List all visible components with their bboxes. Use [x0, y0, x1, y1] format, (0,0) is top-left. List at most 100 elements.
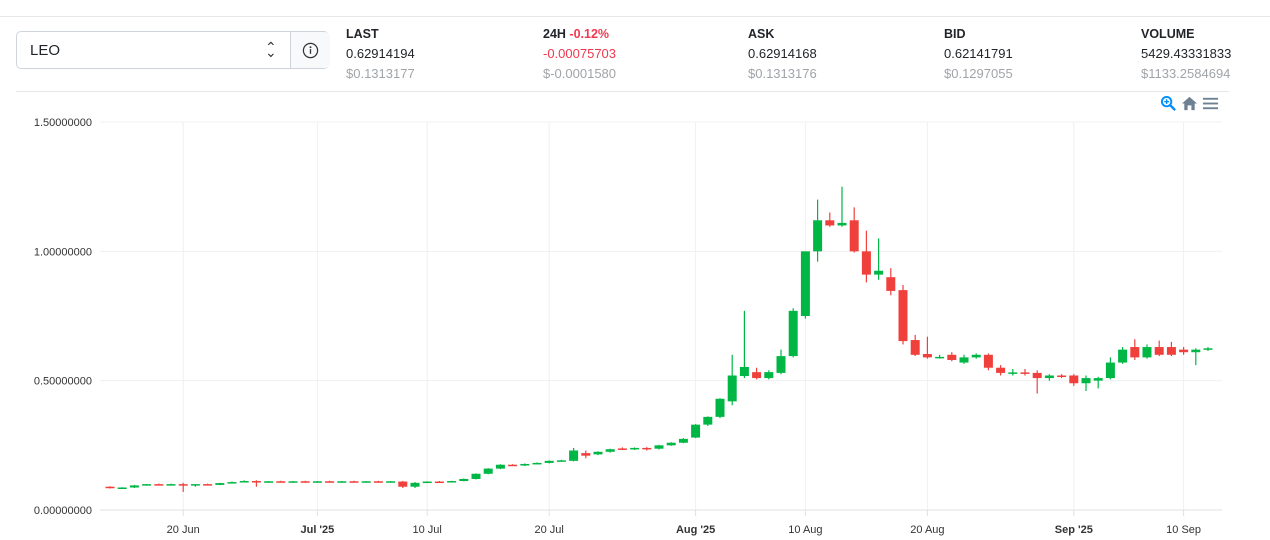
- candle-down: [910, 340, 920, 355]
- candle-up: [605, 449, 615, 452]
- x-tick-label: 20 Jun: [167, 524, 200, 536]
- stats-divider: [16, 91, 1229, 92]
- candle-up: [447, 481, 457, 483]
- candle-down: [581, 453, 591, 456]
- candle-up: [1008, 372, 1018, 374]
- candle-down: [349, 481, 359, 483]
- market-select-value: LEO: [30, 42, 61, 59]
- candle-down: [1020, 372, 1030, 374]
- candle-up: [532, 462, 542, 465]
- candle-down: [947, 354, 957, 360]
- stat-label: VOLUME: [1141, 27, 1195, 41]
- home-reset-icon[interactable]: [1181, 95, 1198, 112]
- y-tick-label: 0.00000000: [34, 505, 92, 517]
- candle-up: [142, 484, 152, 486]
- candle-down: [154, 484, 164, 486]
- stat-label: 24H: [543, 27, 566, 41]
- stat-label: LAST: [346, 27, 379, 41]
- x-tick-label: 20 Jul: [535, 524, 564, 536]
- candle-down: [849, 220, 859, 252]
- candle-down: [1154, 347, 1164, 355]
- candle-up: [800, 251, 810, 316]
- candle-up: [764, 372, 774, 379]
- stat-value: 0.62914194: [346, 46, 415, 61]
- candle-down: [825, 220, 835, 226]
- candle-down: [1166, 347, 1176, 355]
- candle-up: [715, 398, 725, 417]
- candle-down: [300, 481, 310, 483]
- candle-up: [691, 424, 701, 438]
- candle-up: [959, 357, 969, 363]
- candle-down: [922, 354, 932, 358]
- candle-down: [1032, 372, 1042, 379]
- candle-down: [373, 481, 383, 483]
- candle-up: [678, 438, 688, 443]
- candle-up: [227, 482, 237, 484]
- x-tick-label: 20 Aug: [910, 524, 944, 536]
- candle-up: [166, 484, 176, 486]
- candle-up: [459, 478, 469, 482]
- stat-value: 0.62914168: [748, 46, 817, 61]
- candle-up: [544, 460, 554, 463]
- candle-up: [483, 468, 493, 474]
- menu-icon[interactable]: [1202, 95, 1219, 112]
- candle-down: [508, 464, 518, 467]
- candle-down: [983, 354, 993, 368]
- info-button[interactable]: [290, 32, 330, 68]
- candle-up: [129, 485, 139, 488]
- candle-down: [752, 372, 762, 379]
- candle-up: [117, 487, 127, 489]
- candle-down: [1069, 375, 1079, 384]
- stat-change-pct: -0.12%: [569, 27, 610, 41]
- stat-24h: 24H -0.12% -0.00075703 $-0.0001580: [543, 24, 616, 84]
- candle-up: [630, 447, 640, 450]
- market-select[interactable]: LEO ⌃ ⌄: [16, 31, 330, 69]
- candle-up: [556, 460, 566, 462]
- candle-up: [788, 310, 798, 357]
- candle-up: [593, 451, 603, 455]
- candle-up: [813, 220, 823, 252]
- candle-up: [666, 442, 676, 446]
- candle-down: [642, 447, 652, 450]
- y-tick-label: 0.50000000: [34, 376, 92, 388]
- candle-up: [386, 481, 396, 483]
- candle-down: [251, 481, 261, 483]
- candle-down: [617, 448, 627, 450]
- stat-usd: $0.1313176: [748, 66, 817, 81]
- candle-up: [1081, 378, 1091, 384]
- candle-down: [1130, 347, 1140, 358]
- candle-down: [203, 484, 213, 486]
- candle-down: [105, 486, 115, 489]
- stat-value: 0.62141791: [944, 46, 1013, 61]
- candle-down: [398, 481, 408, 487]
- stat-value: 5429.43331833: [1141, 46, 1232, 61]
- chevron-updown-icon: ⌃ ⌄: [265, 39, 277, 60]
- candle-up: [337, 481, 347, 483]
- stat-value: -0.00075703: [543, 46, 617, 61]
- candle-down: [276, 481, 286, 483]
- candle-up: [971, 354, 981, 358]
- candle-up: [654, 445, 664, 449]
- zoom-in-icon[interactable]: [1160, 95, 1177, 112]
- stat-usd: $0.1297055: [944, 66, 1013, 81]
- candle-up: [1093, 378, 1103, 381]
- stat-usd: $-0.0001580: [543, 66, 617, 81]
- x-tick-label: 10 Aug: [788, 524, 822, 536]
- candle-up: [1118, 349, 1128, 363]
- candle-up: [1105, 362, 1115, 379]
- candle-down: [434, 481, 444, 484]
- y-tick-label: 1.00000000: [34, 246, 92, 258]
- candle-down: [886, 277, 896, 291]
- candle-down: [178, 484, 188, 486]
- candle-up: [215, 483, 225, 485]
- candle-up: [776, 356, 786, 373]
- stat-usd: $0.1313177: [346, 66, 415, 81]
- candle-down: [325, 481, 335, 483]
- candle-up: [239, 481, 249, 483]
- candle-up: [1203, 348, 1213, 350]
- candle-up: [361, 481, 371, 483]
- candle-up: [312, 481, 322, 483]
- candle-up: [1142, 347, 1152, 358]
- x-tick-label: Jul '25: [300, 524, 334, 536]
